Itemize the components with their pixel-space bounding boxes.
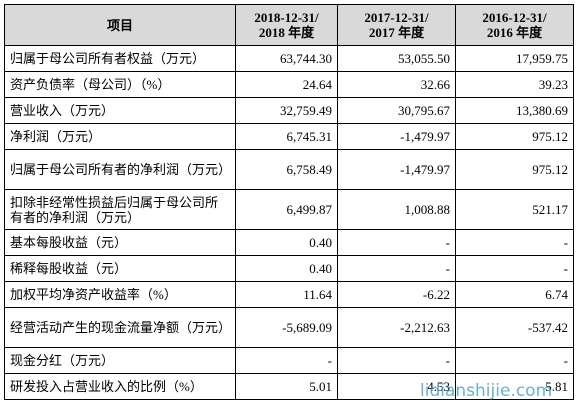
row-label: 营业收入（万元） — [4, 97, 236, 124]
header-line: 2018-12-31/ — [254, 10, 319, 25]
row-label: 现金分红（万元） — [4, 347, 236, 374]
value-cell: 32.66 — [337, 71, 456, 98]
value-cell: - — [455, 347, 574, 374]
value-cell: -2,212.63 — [337, 307, 456, 348]
row-label: 归属于母公司所有者权益（万元） — [4, 45, 236, 72]
table-row: 加权平均净资产收益率（%） 11.64 -6.22 6.74 — [4, 281, 574, 308]
value-cell: 5.01 — [235, 373, 338, 400]
value-cell: 13,380.69 — [455, 97, 574, 124]
header-line: 2016-12-31/ — [482, 10, 547, 25]
watermark: lidianshijie.com — [420, 381, 553, 401]
row-label: 净利润（万元） — [4, 123, 236, 150]
table-row: 归属于母公司所有者的净利润（万元） 6,758.49 -1,479.97 975.12 — [4, 149, 574, 190]
value-cell: 11.64 — [235, 281, 338, 308]
header-row: 项目 2018-12-31/2018 年度 2017-12-31/2017 年度 20… — [4, 4, 574, 46]
value-cell: -537.42 — [455, 307, 574, 348]
value-cell: 0.40 — [235, 255, 338, 282]
header-cell: 项目 — [4, 4, 236, 46]
header-line: 2017 年度 — [368, 25, 425, 40]
table-row: 扣除非经常性损益后归属于母公司所有者的净利润（万元） 6,499.87 1,008.… — [4, 189, 574, 230]
table-row: 净利润（万元） 6,745.31 -1,479.97 975.12 — [4, 123, 574, 150]
value-cell: - — [455, 255, 574, 282]
value-cell: 6,745.31 — [235, 123, 338, 150]
value-cell: 30,795.67 — [337, 97, 456, 124]
value-cell: 1,008.88 — [337, 189, 456, 230]
row-label: 稀释每股收益（元） — [4, 255, 236, 282]
value-cell: 39.23 — [455, 71, 574, 98]
header-cell: 2018-12-31/2018 年度 — [235, 4, 338, 46]
value-cell: - — [455, 229, 574, 256]
row-label: 基本每股收益（元） — [4, 229, 236, 256]
table-row: 稀释每股收益（元） 0.40- - — [4, 255, 574, 282]
row-label: 加权平均净资产收益率（%） — [4, 281, 236, 308]
value-cell: 32,759.49 — [235, 97, 338, 124]
value-cell: 63,744.30 — [235, 45, 338, 72]
value-cell: 6.74 — [455, 281, 574, 308]
header-cell: 2017-12-31/2017 年度 — [337, 4, 456, 46]
table-row: 研发投入占营业收入的比例（%） 5.01 4.53 5.81 — [4, 373, 574, 400]
table-row: 基本每股收益（元） 0.40- - — [4, 229, 574, 256]
table-row: 现金分红（万元） - - - — [4, 347, 574, 374]
row-label: 资产负债率（母公司）（%） — [4, 71, 236, 98]
value-cell: 975.12 — [455, 123, 574, 150]
header-line: 项目 — [106, 17, 133, 33]
value-cell: 5.81 — [455, 373, 574, 400]
table-row: 营业收入（万元） 32,759.49 30,795.67 13,380.69 — [4, 97, 574, 124]
value-cell: -5,689.09 — [235, 307, 338, 348]
value-cell: 521.17 — [455, 189, 574, 230]
header-line: 2018 年度 — [258, 25, 315, 40]
header-line: 2017-12-31/ — [364, 10, 429, 25]
value-cell: - — [337, 347, 456, 374]
row-label: 扣除非经常性损益后归属于母公司所有者的净利润（万元） — [4, 189, 236, 230]
value-cell: -6.22 — [337, 281, 456, 308]
data-table: 项目 2018-12-31/2018 年度 2017-12-31/2017 年度 20… — [4, 4, 574, 400]
table-row: 资产负债率（母公司）（%） 24.64 32.66 39.23 — [4, 71, 574, 98]
value-cell: 975.12 — [455, 149, 574, 190]
value-cell: - — [337, 255, 456, 282]
header-cell: 2016-12-31/2016 年度 — [455, 4, 574, 46]
value-cell: 24.64 — [235, 71, 338, 98]
value-cell: 53,055.50 — [337, 45, 456, 72]
value-cell: 17,959.75 — [455, 45, 574, 72]
header-line: 2016 年度 — [486, 25, 543, 40]
row-label: 研发投入占营业收入的比例（%） — [4, 373, 236, 400]
value-cell: 6,758.49 — [235, 149, 338, 190]
table-row: 归属于母公司所有者权益（万元） 63,744.30 53,055.50 17,959.… — [4, 45, 574, 72]
row-label: 经营活动产生的现金流量净额（万元） — [4, 307, 236, 348]
value-cell: - — [235, 347, 338, 374]
value-cell: 0.40 — [235, 229, 338, 256]
table-row: 经营活动产生的现金流量净额（万元） -5,689.09 -2,212.63 -537.… — [4, 307, 574, 348]
table-body: 归属于母公司所有者权益（万元） 63,744.30 53,055.50 17,959.… — [4, 45, 574, 400]
row-label: 归属于母公司所有者的净利润（万元） — [4, 149, 236, 190]
value-cell: -1,479.97 — [337, 123, 456, 150]
value-cell: 6,499.87 — [235, 189, 338, 230]
value-cell: - — [337, 229, 456, 256]
value-cell: -1,479.97 — [337, 149, 456, 190]
